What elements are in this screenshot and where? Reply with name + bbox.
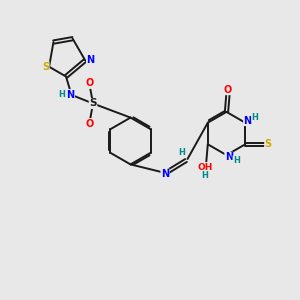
Text: N: N xyxy=(66,89,75,100)
Text: S: S xyxy=(265,139,272,149)
Text: H: H xyxy=(252,113,259,122)
Text: S: S xyxy=(42,62,49,72)
Text: S: S xyxy=(89,98,97,109)
Text: OH: OH xyxy=(197,163,212,172)
Text: H: H xyxy=(233,156,240,165)
Text: O: O xyxy=(224,85,232,95)
Text: N: N xyxy=(161,169,169,179)
Text: N: N xyxy=(244,116,252,126)
Text: O: O xyxy=(86,78,94,88)
Text: H: H xyxy=(201,171,208,180)
Text: O: O xyxy=(86,118,94,129)
Text: H: H xyxy=(58,90,65,99)
Text: N: N xyxy=(225,152,233,162)
Text: N: N xyxy=(86,56,95,65)
Text: H: H xyxy=(178,148,185,157)
